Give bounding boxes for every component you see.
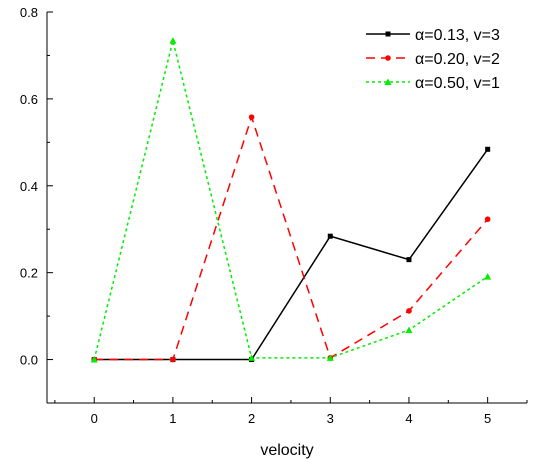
x-tick-label: 0 — [91, 411, 98, 426]
data-point — [484, 273, 492, 280]
series-3 — [90, 37, 492, 363]
x-tick-label: 5 — [484, 411, 491, 426]
series-layer — [90, 37, 492, 363]
series-1 — [91, 146, 491, 363]
series-2 — [91, 114, 491, 363]
y-tick-label: 0.4 — [20, 179, 38, 194]
legend-label: α=0.20, v=2 — [415, 51, 500, 68]
x-tick-label: 1 — [169, 411, 176, 426]
series-line — [94, 114, 489, 361]
legend: α=0.13, v=3 α=0.20, v=2 α=0.50, v=1 — [366, 27, 500, 92]
data-point — [484, 216, 491, 223]
legend-label: α=0.13, v=3 — [415, 27, 500, 44]
data-point — [405, 326, 413, 334]
y-tick-label: 0.6 — [20, 92, 38, 107]
legend-marker — [384, 78, 392, 85]
x-tick-label: 2 — [248, 411, 255, 426]
legend-marker — [385, 31, 391, 37]
y-tick-label: 0.8 — [20, 5, 38, 20]
x-tick-label: 4 — [405, 411, 412, 426]
data-point — [169, 37, 177, 44]
data-point — [170, 356, 176, 363]
series-line — [94, 148, 489, 361]
axes: 0 1 2 3 4 5 0.0 0.2 0.4 0.6 0.8 — [20, 5, 528, 426]
legend-marker — [385, 55, 391, 61]
x-tick-label: 3 — [327, 411, 334, 426]
x-axis-title: velocity — [260, 442, 313, 459]
data-point — [248, 114, 255, 120]
data-point — [248, 354, 256, 361]
data-point — [90, 356, 98, 363]
data-point — [406, 257, 412, 263]
y-tick-label: 0.2 — [20, 266, 38, 281]
y-tick-label: 0.0 — [20, 353, 38, 368]
data-point — [406, 308, 412, 314]
data-point — [485, 146, 491, 152]
legend-label: α=0.50, v=1 — [415, 75, 500, 92]
data-point — [326, 354, 334, 361]
data-point — [327, 233, 333, 239]
